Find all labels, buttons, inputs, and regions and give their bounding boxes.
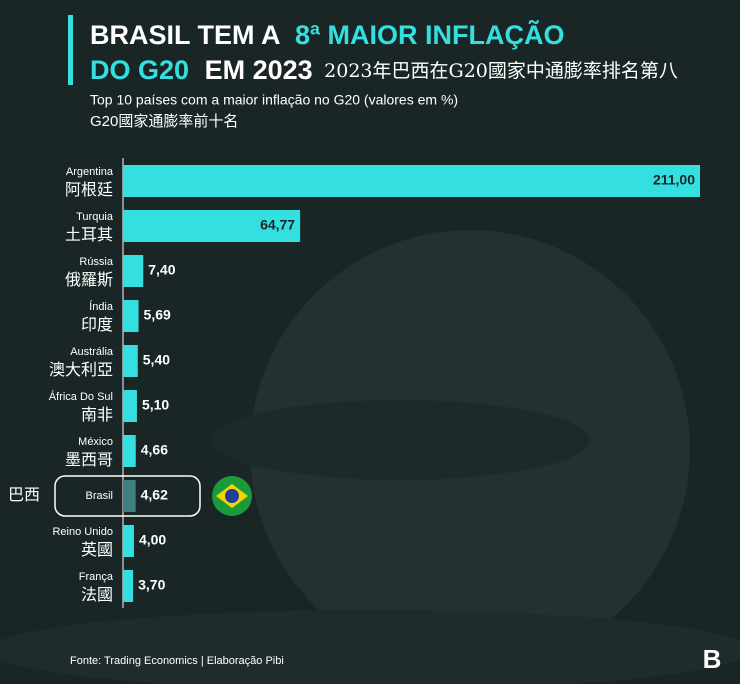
- bar: [123, 255, 144, 287]
- chart-title: DO G20 EM 2023 2023年巴西在G20國家中通膨率排名第八: [90, 55, 678, 85]
- value-label: 7,40: [148, 262, 175, 278]
- subtitle-zh: G20國家通膨率前十名: [90, 113, 238, 130]
- category-label-zh: 俄羅斯: [65, 271, 113, 289]
- title-part: EM 2023: [205, 55, 313, 85]
- bar: [123, 390, 137, 422]
- category-label: França: [79, 571, 114, 583]
- chart-title: BRASIL TEM A 8ª MAIOR INFLAÇÃO: [90, 19, 565, 50]
- logo: B: [703, 644, 722, 674]
- category-label: Austrália: [70, 346, 114, 358]
- bar: [123, 525, 134, 557]
- title-part: DO G20: [90, 55, 189, 85]
- category-label-zh: 法國: [81, 586, 113, 604]
- highlight-box: [54, 475, 201, 517]
- category-label: Argentina: [66, 166, 114, 178]
- title-zh: 2023年巴西在G20國家中通膨率排名第八: [324, 60, 678, 82]
- value-label: 5,10: [142, 397, 169, 413]
- category-label-zh: 南非: [81, 406, 113, 424]
- value-label: 5,40: [143, 352, 170, 368]
- title-accent: [68, 15, 73, 85]
- value-label: 4,00: [139, 532, 166, 548]
- category-label-zh: 印度: [81, 316, 113, 334]
- category-label: Reino Unido: [52, 526, 113, 538]
- bar: [123, 570, 134, 602]
- title-part: 8ª MAIOR INFLAÇÃO: [295, 19, 565, 50]
- bar: [123, 435, 136, 467]
- category-label: Turquia: [76, 211, 114, 223]
- category-label: Índia: [89, 300, 114, 313]
- bar: [123, 165, 700, 197]
- value-label: 64,77: [260, 217, 295, 233]
- category-label-zh: 土耳其: [65, 226, 113, 244]
- bar: [123, 210, 301, 242]
- category-label: Rússia: [79, 256, 114, 268]
- highlight-label-zh: 巴西: [8, 487, 40, 504]
- category-label: África Do Sul: [49, 390, 113, 403]
- category-label-zh: 墨西哥: [65, 452, 113, 469]
- coins-decoration: [0, 610, 740, 684]
- brazil-flag: [212, 476, 252, 516]
- subtitle: Top 10 países com a maior inflação no G2…: [90, 92, 458, 108]
- value-label: 3,70: [138, 577, 165, 593]
- value-label: 5,69: [144, 307, 171, 323]
- value-label: 4,66: [141, 442, 168, 458]
- source: Fonte: Trading Economics | Elaboração Pi…: [70, 655, 284, 667]
- category-label-zh: 英國: [81, 541, 113, 559]
- value-label: 211,00: [653, 172, 695, 188]
- category-label-zh: 阿根廷: [65, 181, 113, 199]
- category-label: Brasil: [85, 490, 113, 502]
- title-part: BRASIL TEM A: [90, 20, 280, 50]
- globe-opening: [210, 400, 590, 480]
- bar: [123, 345, 138, 377]
- category-label-zh: 澳大利亞: [49, 361, 113, 379]
- bar: [123, 480, 136, 512]
- bar: [123, 300, 139, 332]
- category-label: México: [78, 436, 113, 448]
- value-label: 4,62: [141, 487, 168, 503]
